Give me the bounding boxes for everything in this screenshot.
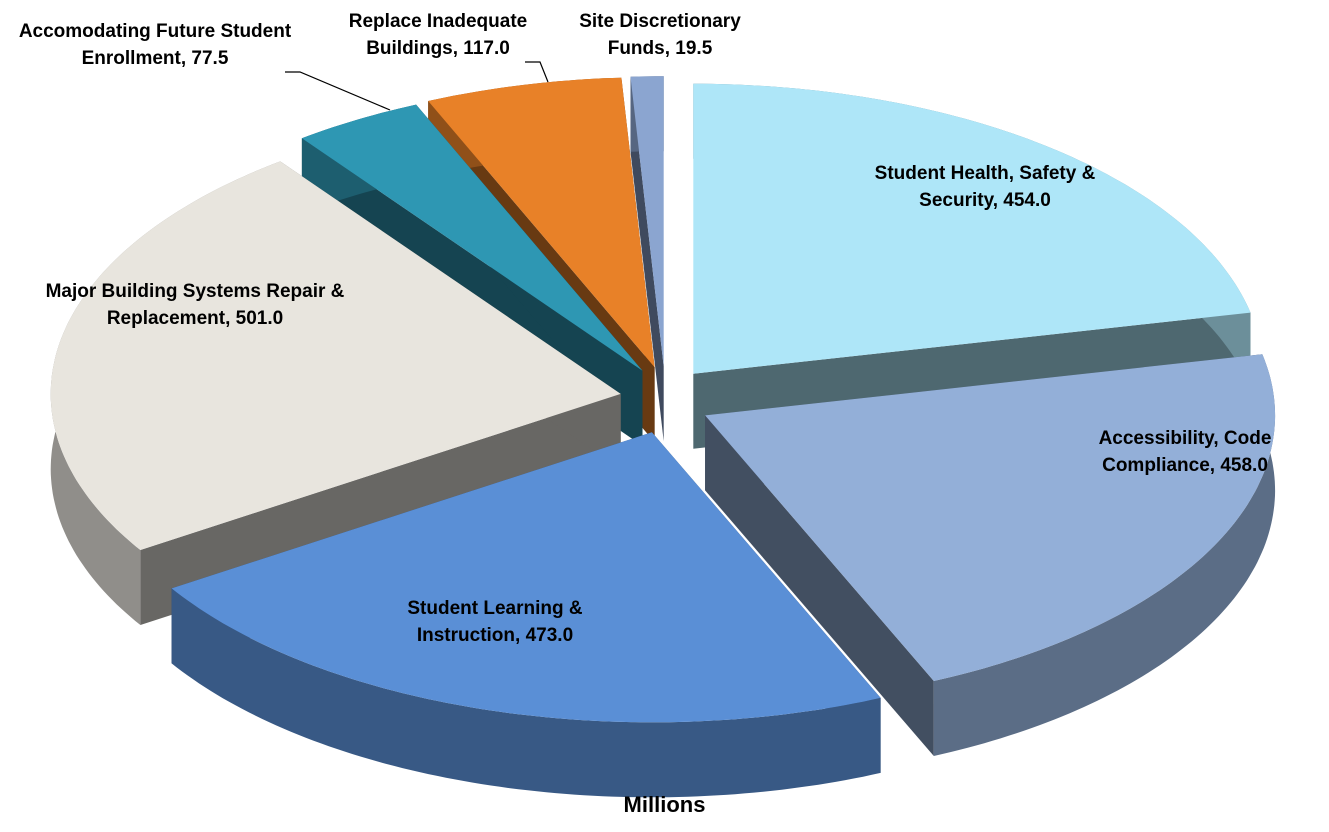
slice — [50, 161, 621, 550]
slice-side — [705, 415, 934, 756]
unit-label: Millions — [623, 792, 706, 817]
slice — [171, 432, 881, 723]
category-name: Student Learning & Instruction, — [407, 598, 583, 646]
category-name: Student Health, Safety & Security, — [874, 163, 1096, 211]
data-label: Accomodating Future Student Enrollment, … — [10, 18, 300, 72]
data-label: Accessibility, Code Compliance, 458.0 — [1070, 425, 1300, 479]
category-name: Accomodating Future Student Enrollment, — [18, 21, 292, 69]
slice-side — [630, 76, 664, 442]
value-label: 77.5 — [191, 48, 229, 69]
leader-line — [285, 71, 391, 111]
value-label: 454.0 — [1003, 190, 1051, 211]
value-label: 19.5 — [675, 38, 713, 59]
slice — [301, 104, 643, 371]
slice — [428, 77, 655, 368]
category-name: Accessibility, Code Compliance, — [1098, 428, 1272, 476]
data-label: Site Discretionary Funds, 19.5 — [560, 8, 760, 62]
leader-line — [525, 61, 549, 83]
data-label: Replace Inadequate Buildings, 117.0 — [323, 8, 553, 62]
value-label: 501.0 — [235, 308, 284, 329]
slice-side — [171, 588, 881, 798]
data-label: Major Building Systems Repair & Replacem… — [40, 278, 350, 332]
slice — [705, 354, 1276, 681]
slice — [693, 83, 1251, 374]
slice — [630, 76, 664, 367]
value-label: 117.0 — [463, 38, 510, 59]
value-label: 473.0 — [525, 625, 574, 646]
data-label: Student Health, Safety & Security, 454.0 — [835, 160, 1135, 214]
category-name: Replace Inadequate Buildings, — [348, 11, 528, 59]
slice-side — [933, 354, 1276, 756]
data-label: Student Learning & Instruction, 473.0 — [365, 595, 625, 649]
category-name: Major Building Systems Repair & Replacem… — [45, 281, 345, 329]
value-label: 458.0 — [1220, 455, 1268, 476]
category-name: Site Discretionary Funds, — [579, 11, 741, 59]
